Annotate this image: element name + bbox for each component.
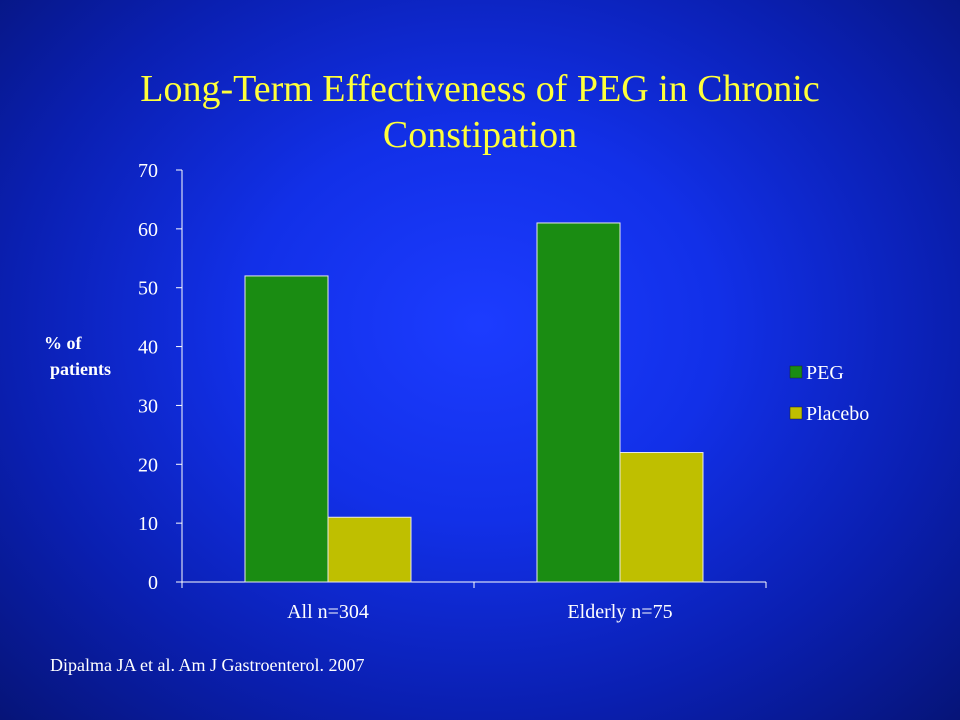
y-axis-label: % of patients — [38, 330, 138, 382]
x-tick-label: All n=304 — [287, 601, 369, 623]
legend-label-peg: PEG — [806, 362, 844, 384]
y-tick-label: 20 — [138, 454, 158, 476]
chart-title: Long-Term Effectiveness of PEG in Chroni… — [140, 68, 820, 156]
bar-placebo-1 — [327, 516, 412, 583]
bar-peg-2 — [536, 222, 621, 583]
y-axis-label-line-1: % of — [44, 333, 82, 353]
chart-bars — [244, 222, 704, 583]
x-tick-labels: All n=304 Elderly n=75 — [287, 601, 673, 623]
x-tick-label: Elderly n=75 — [567, 601, 672, 623]
y-tick-label: 10 — [138, 513, 158, 535]
legend-swatch-placebo — [789, 406, 803, 420]
legend-label-placebo: Placebo — [806, 403, 869, 425]
bar-placebo-2 — [619, 452, 704, 583]
bar-peg-1 — [244, 275, 329, 583]
legend-swatch-peg — [789, 365, 803, 379]
y-axis-label-line-2: patients — [50, 359, 112, 379]
y-tick-label: 30 — [138, 395, 158, 417]
y-tick-label: 0 — [148, 572, 158, 594]
y-tick-label: 70 — [138, 160, 158, 182]
y-tick-label: 50 — [138, 278, 158, 300]
y-tick-label: 60 — [138, 219, 158, 241]
citation: Dipalma JA et al. Am J Gastroenterol. 20… — [50, 655, 365, 675]
y-tick-label: 40 — [138, 337, 158, 359]
legend: PEG Placebo — [789, 362, 869, 425]
